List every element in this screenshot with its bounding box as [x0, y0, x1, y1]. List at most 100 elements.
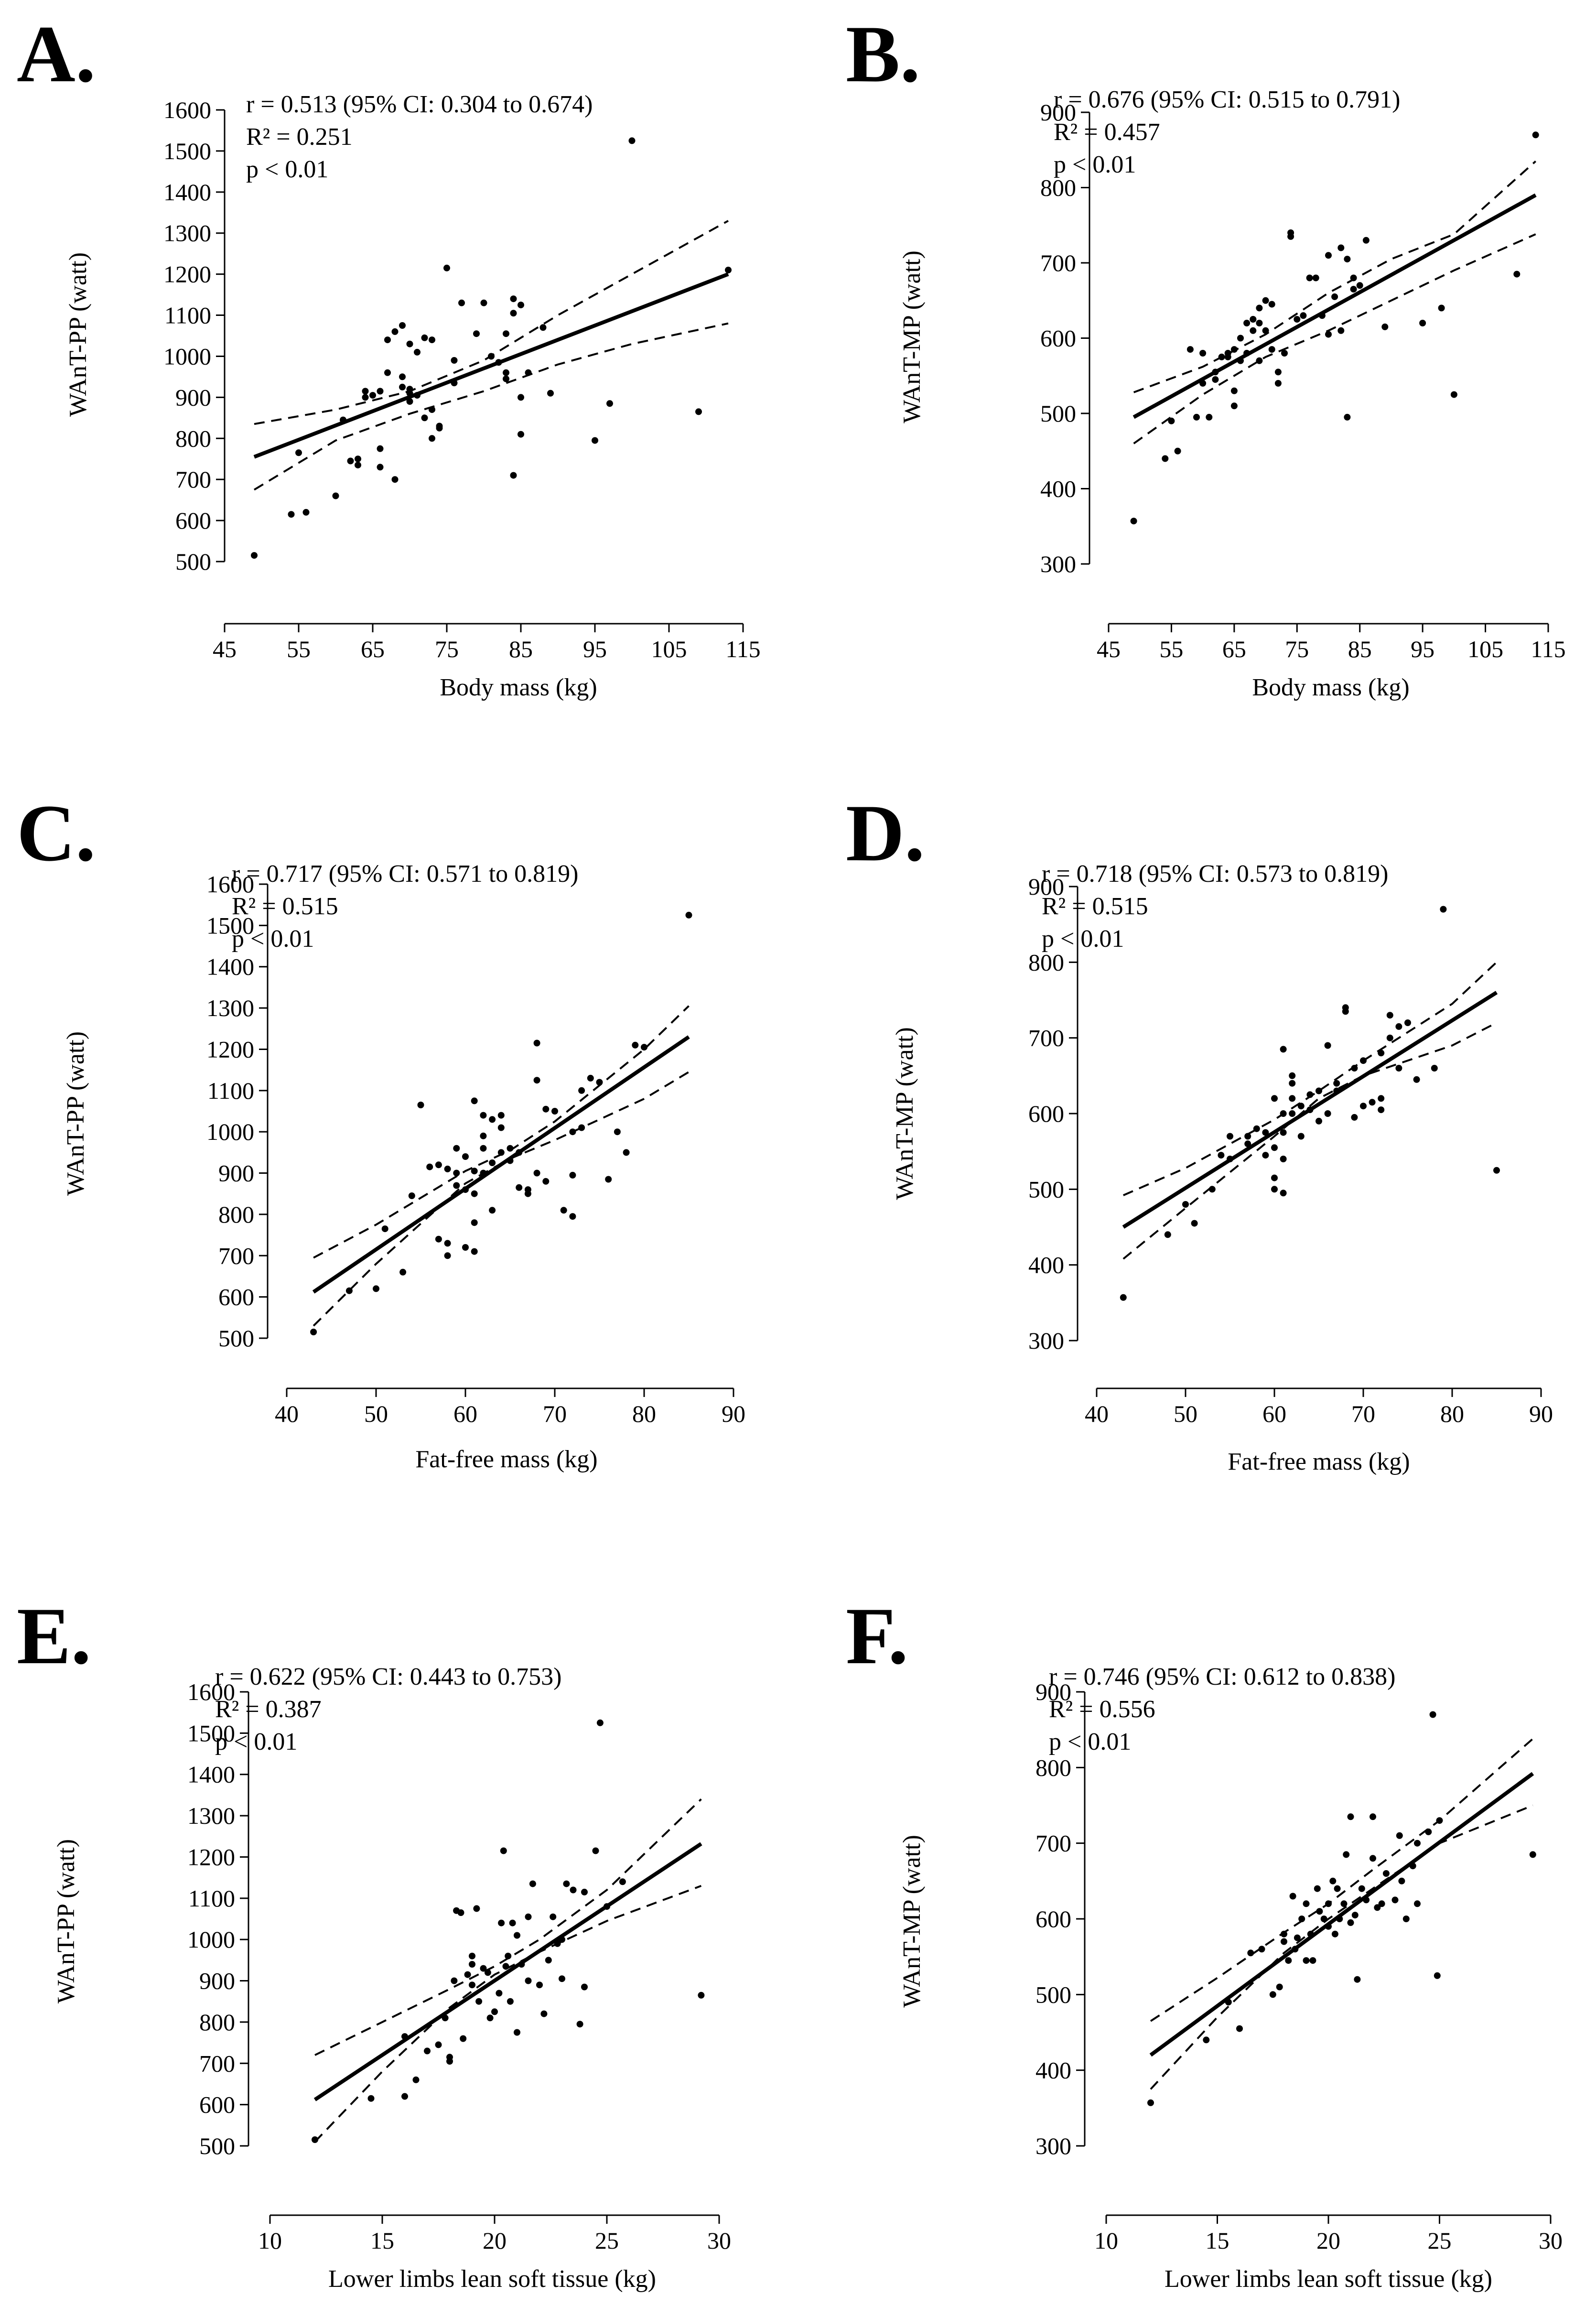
data-point: [1396, 1832, 1403, 1839]
data-point: [340, 416, 346, 423]
data-point: [480, 1132, 487, 1139]
data-point: [525, 369, 532, 376]
data-point: [1297, 1133, 1305, 1140]
y-tick-label: 800: [218, 1201, 254, 1228]
y-tick-label: 500: [1035, 1981, 1071, 2008]
data-point: [1306, 274, 1313, 281]
y-tick-label: 600: [1035, 1905, 1071, 1932]
data-point: [533, 1039, 540, 1047]
x-tick-label: 50: [364, 1400, 388, 1427]
data-point: [1337, 244, 1345, 251]
y-tick-label: 600: [199, 2091, 235, 2118]
x-tick-label: 85: [1348, 636, 1372, 662]
stat-line: p < 0.01: [232, 925, 314, 953]
data-point: [529, 1880, 536, 1887]
y-tick-label: 600: [1028, 1100, 1064, 1127]
y-tick-label: 800: [1035, 1754, 1071, 1781]
data-point: [1280, 1046, 1287, 1053]
data-point: [632, 1041, 639, 1049]
data-point: [458, 299, 465, 306]
x-tick-label: 115: [1531, 636, 1565, 662]
data-point: [698, 1992, 705, 1999]
data-point: [406, 340, 413, 347]
data-point: [1276, 1983, 1283, 1991]
data-point: [1347, 1813, 1354, 1820]
x-tick-label: 90: [722, 1400, 745, 1427]
x-tick-label: 60: [1262, 1400, 1286, 1427]
stat-line: R² = 0.515: [232, 893, 338, 920]
data-point: [1378, 1106, 1385, 1114]
data-point: [1274, 368, 1282, 376]
data-point: [524, 1190, 531, 1197]
data-point: [510, 295, 517, 303]
x-tick-label: 105: [651, 636, 687, 662]
ci-lower-band: [313, 1071, 690, 1327]
panel-2: B. r = 0.676 (95% CI: 0.515 to 0.791) R² =…: [846, 9, 1566, 701]
data-point: [1429, 1711, 1436, 1718]
y-tick-label: 500: [218, 1325, 254, 1352]
x-tick-label: 20: [483, 2227, 507, 2254]
data-point: [1274, 380, 1282, 387]
data-point: [559, 1975, 565, 1982]
data-point: [525, 1913, 532, 1920]
y-tick-label: 1400: [163, 179, 211, 206]
data-point: [510, 472, 517, 479]
data-point: [414, 348, 421, 356]
data-point: [1336, 1916, 1343, 1922]
x-tick-label: 95: [1411, 636, 1434, 662]
data-point: [473, 1905, 480, 1912]
data-point: [471, 1190, 478, 1197]
x-tick-label: 55: [1159, 636, 1183, 662]
data-point: [462, 1153, 469, 1160]
data-point: [417, 1102, 424, 1108]
data-point: [1281, 1930, 1287, 1938]
data-point: [1381, 323, 1389, 330]
regression-line: [1149, 1772, 1534, 2057]
data-point: [1307, 1930, 1314, 1938]
data-point: [539, 324, 547, 331]
data-point: [1256, 357, 1263, 364]
y-tick-label: 1600: [206, 871, 254, 898]
data-point: [695, 408, 702, 415]
ci-lower-band: [253, 322, 729, 491]
data-point: [507, 1998, 514, 2005]
ci-upper-band: [1133, 160, 1537, 393]
y-tick-label: 600: [175, 507, 211, 534]
data-point: [473, 330, 480, 337]
data-point: [1395, 1065, 1402, 1072]
data-point: [408, 1192, 415, 1199]
regression-line: [313, 1842, 702, 2101]
data-point: [569, 1128, 576, 1136]
stat-line: r = 0.513 (95% CI: 0.304 to 0.674): [246, 91, 593, 118]
panel-5: E. r = 0.622 (95% CI: 0.443 to 0.753) R² =…: [17, 1591, 731, 2293]
y-axis-title: WAnT-PP (watt): [62, 1031, 89, 1196]
y-tick-label: 1100: [207, 1077, 254, 1104]
data-point: [451, 1977, 458, 1984]
data-point: [1347, 1919, 1354, 1926]
data-point: [453, 1182, 460, 1189]
data-point: [1289, 1893, 1296, 1900]
data-point: [1360, 1057, 1367, 1064]
x-tick-label: 105: [1467, 636, 1503, 662]
data-point: [1262, 1129, 1269, 1136]
data-point: [516, 1149, 523, 1156]
data-point: [1162, 455, 1169, 462]
data-point: [421, 414, 428, 422]
data-point: [1356, 282, 1363, 289]
data-point: [1227, 1133, 1233, 1140]
y-tick-label: 1600: [187, 1678, 235, 1705]
data-point: [391, 328, 399, 335]
y-tick-label: 400: [1028, 1252, 1064, 1278]
y-tick-label: 800: [1028, 949, 1064, 975]
stat-line: R² = 0.457: [1054, 119, 1160, 146]
data-point: [604, 1903, 610, 1910]
data-point: [1236, 2025, 1243, 2032]
data-point: [1344, 256, 1351, 263]
ci-upper-band: [314, 1798, 702, 2056]
data-point: [471, 1168, 478, 1175]
data-point: [497, 1112, 505, 1119]
data-point: [424, 2047, 431, 2055]
data-point: [480, 1112, 487, 1119]
data-point: [489, 1207, 496, 1214]
data-point: [1289, 1072, 1296, 1079]
